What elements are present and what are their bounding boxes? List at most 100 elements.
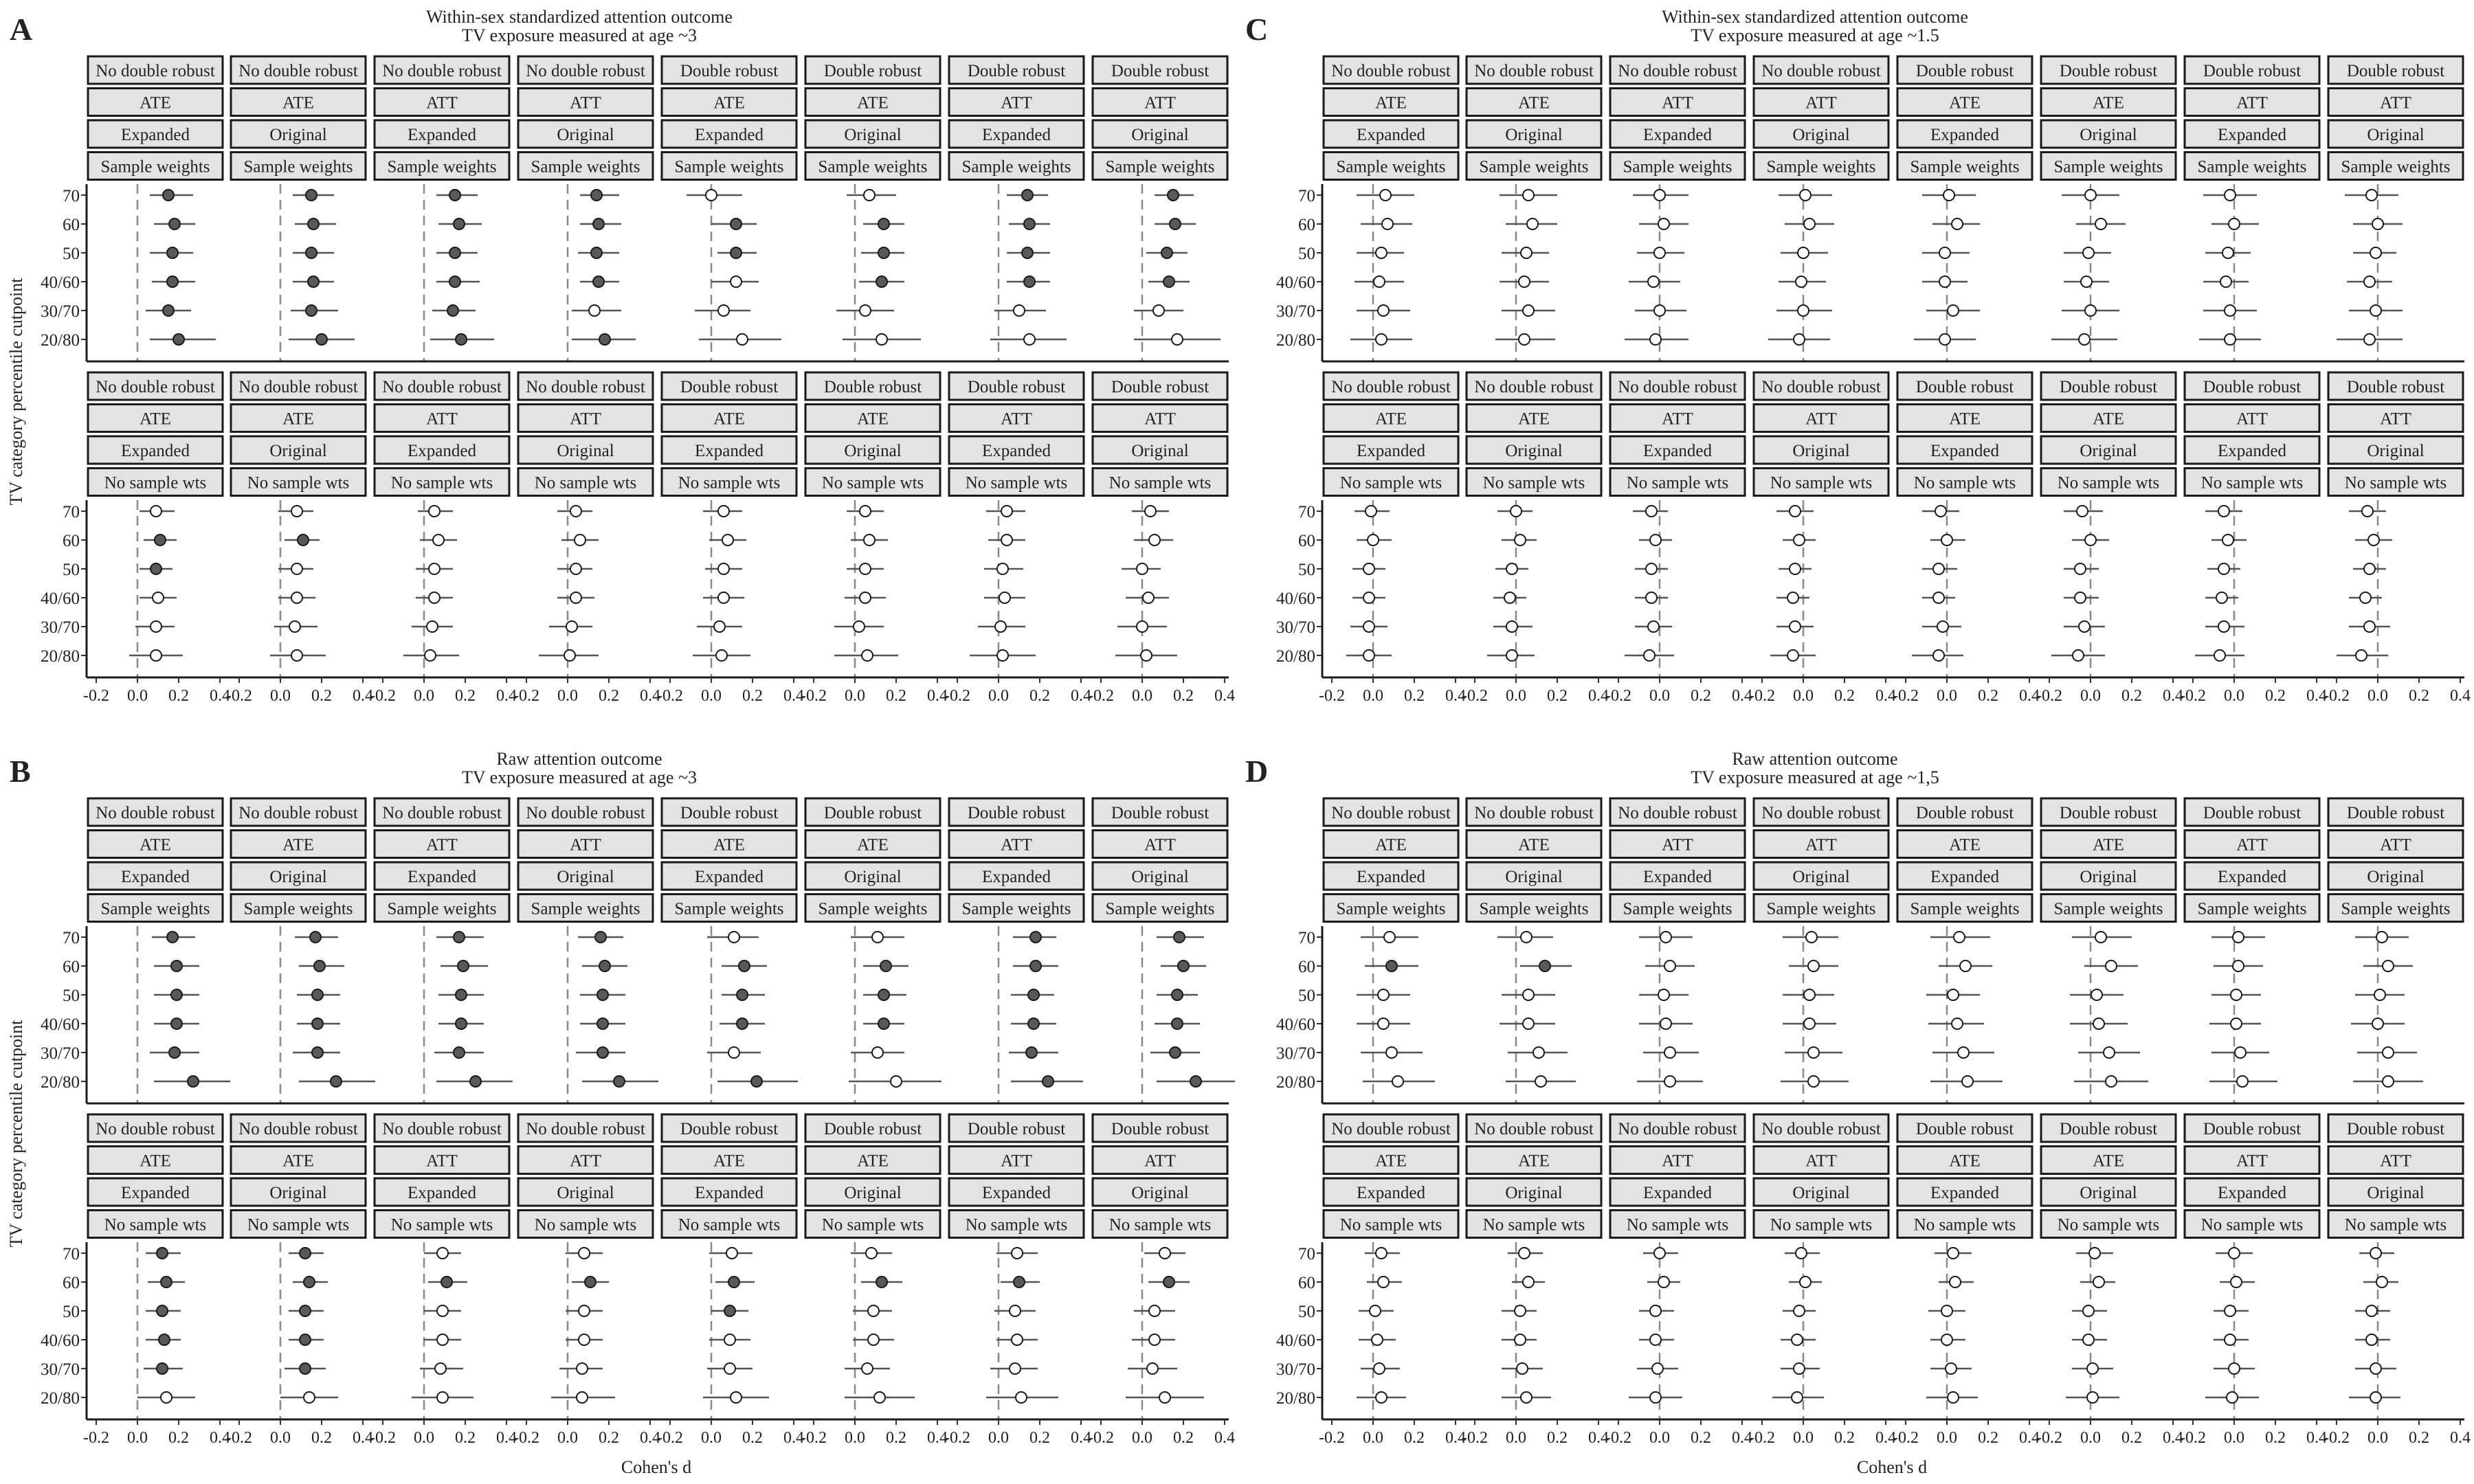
y-tick-label: 30/70 [1276, 1044, 1315, 1063]
point-estimate [1649, 1391, 1662, 1404]
point-estimate [2230, 1018, 2242, 1030]
facet-strip-label: No sample wts [1914, 1216, 2016, 1235]
point-estimate [2095, 931, 2107, 943]
point-estimate [2234, 1046, 2247, 1059]
point-estimate [1506, 563, 1518, 575]
facet-strip [804, 151, 941, 181]
facet-strip [517, 1145, 654, 1175]
facet-strip-label: No double robust [382, 804, 502, 822]
point-estimate [449, 189, 461, 201]
facet-strip-label: Double robust [2203, 804, 2301, 822]
point-estimate [578, 1334, 590, 1346]
facet-strip [1896, 371, 2033, 401]
point-estimate [1171, 989, 1183, 1001]
facet-strip-label: Sample weights [387, 158, 496, 177]
panel-title: Raw attention outcome [496, 749, 662, 769]
facet-strip [1896, 87, 2033, 117]
point-estimate [2091, 989, 2103, 1001]
facet-strip [1091, 1177, 1229, 1207]
facet-strip [2040, 467, 2177, 497]
facet-strip [87, 861, 224, 891]
point-estimate [1945, 1362, 1957, 1375]
facet-strip [2327, 151, 2464, 181]
point-estimate [1514, 1305, 1526, 1317]
point-estimate [576, 1362, 588, 1375]
facet-strip-label: Expanded [408, 126, 476, 144]
facet-strip-label: Original [1505, 1184, 1562, 1202]
facet-strip [1465, 467, 1603, 497]
x-tick-label: 0.0 [1363, 687, 1383, 705]
facet-strip-label: Double robust [968, 378, 1065, 396]
facet-strip [2327, 829, 2464, 859]
y-tick-label: 60 [1298, 532, 1315, 550]
panel-title: Within-sex standardized attention outcom… [426, 7, 733, 27]
facet-strip-label: No double robust [238, 378, 358, 396]
point-estimate [574, 534, 586, 546]
facet-strip-label: ATE [857, 410, 889, 429]
y-tick-label: 70 [63, 929, 80, 947]
point-estimate [2103, 1046, 2115, 1059]
point-estimate [1190, 1075, 1202, 1088]
facet-strip [1752, 1145, 1890, 1175]
panel-title: Within-sex standardized attention outcom… [1662, 7, 1968, 27]
facet-strip-label: Expanded [695, 442, 764, 460]
facet-strip [517, 1177, 654, 1207]
facet-strip [1609, 1113, 1746, 1143]
facet-strip-label: No double robust [1761, 804, 1881, 822]
point-estimate [2376, 931, 2388, 943]
facet-strip-label: ATE [1949, 410, 1981, 429]
x-tick-label: -0.2 [226, 687, 252, 705]
x-tick-label: 0.4 [1588, 1429, 1609, 1447]
facet-strip-label: Expanded [982, 442, 1051, 460]
facet-strip [1896, 1145, 2033, 1175]
point-estimate [1795, 276, 1807, 288]
point-estimate [2224, 304, 2236, 317]
point-estimate [597, 1018, 609, 1030]
facet-strip-label: ATT [2236, 94, 2268, 113]
facet-strip-label: Sample weights [1766, 158, 1875, 177]
point-estimate [2076, 505, 2088, 517]
facet-strip [87, 467, 224, 497]
facet-strip [1091, 893, 1229, 923]
facet-strip-label: ATT [570, 1152, 601, 1171]
facet-strip-label: Double robust [2203, 1120, 2301, 1138]
point-estimate [2365, 1305, 2378, 1317]
point-estimate [2086, 1391, 2099, 1404]
point-estimate [428, 592, 441, 604]
point-estimate [597, 1046, 609, 1059]
point-estimate [1042, 1075, 1054, 1088]
point-estimate [305, 247, 317, 259]
facet-strip [1091, 119, 1229, 149]
facet-strip-label: ATT [2380, 94, 2411, 113]
point-estimate [1961, 1075, 1974, 1088]
facet-strip [1465, 1113, 1603, 1143]
point-estimate [1664, 1046, 1676, 1059]
facet-strip [1322, 1145, 1460, 1175]
x-tick-label: 0.2 [455, 1429, 476, 1447]
facet-strip-label: ATE [1518, 94, 1550, 113]
facet-strip [1465, 371, 1603, 401]
point-estimate [168, 1046, 181, 1059]
facet-strip [2183, 861, 2321, 891]
point-estimate [1136, 563, 1148, 575]
point-estimate [154, 534, 166, 546]
facet-strip [1896, 861, 2033, 891]
facet-strip-label: ATT [1144, 94, 1176, 113]
facet-strip-label: Sample weights [674, 900, 783, 919]
point-estimate [453, 218, 465, 230]
point-estimate [1645, 505, 1658, 517]
x-tick-label: 0.2 [1978, 687, 1998, 705]
point-estimate [1392, 1075, 1404, 1088]
facet-strip [1091, 1145, 1229, 1175]
facet-strip-label: Double robust [824, 1120, 922, 1138]
facet-strip [804, 403, 941, 433]
facet-strip-label: Sample weights [387, 900, 496, 919]
facet-strip [2327, 1209, 2464, 1239]
point-estimate [1803, 989, 1816, 1001]
point-estimate [1001, 534, 1013, 546]
facet-strip-label: Expanded [121, 126, 190, 144]
facet-strip-label: ATT [570, 836, 601, 855]
facet-strip [87, 55, 224, 85]
facet-strip-label: No double robust [1331, 378, 1451, 396]
x-tick-label: -0.2 [83, 687, 109, 705]
